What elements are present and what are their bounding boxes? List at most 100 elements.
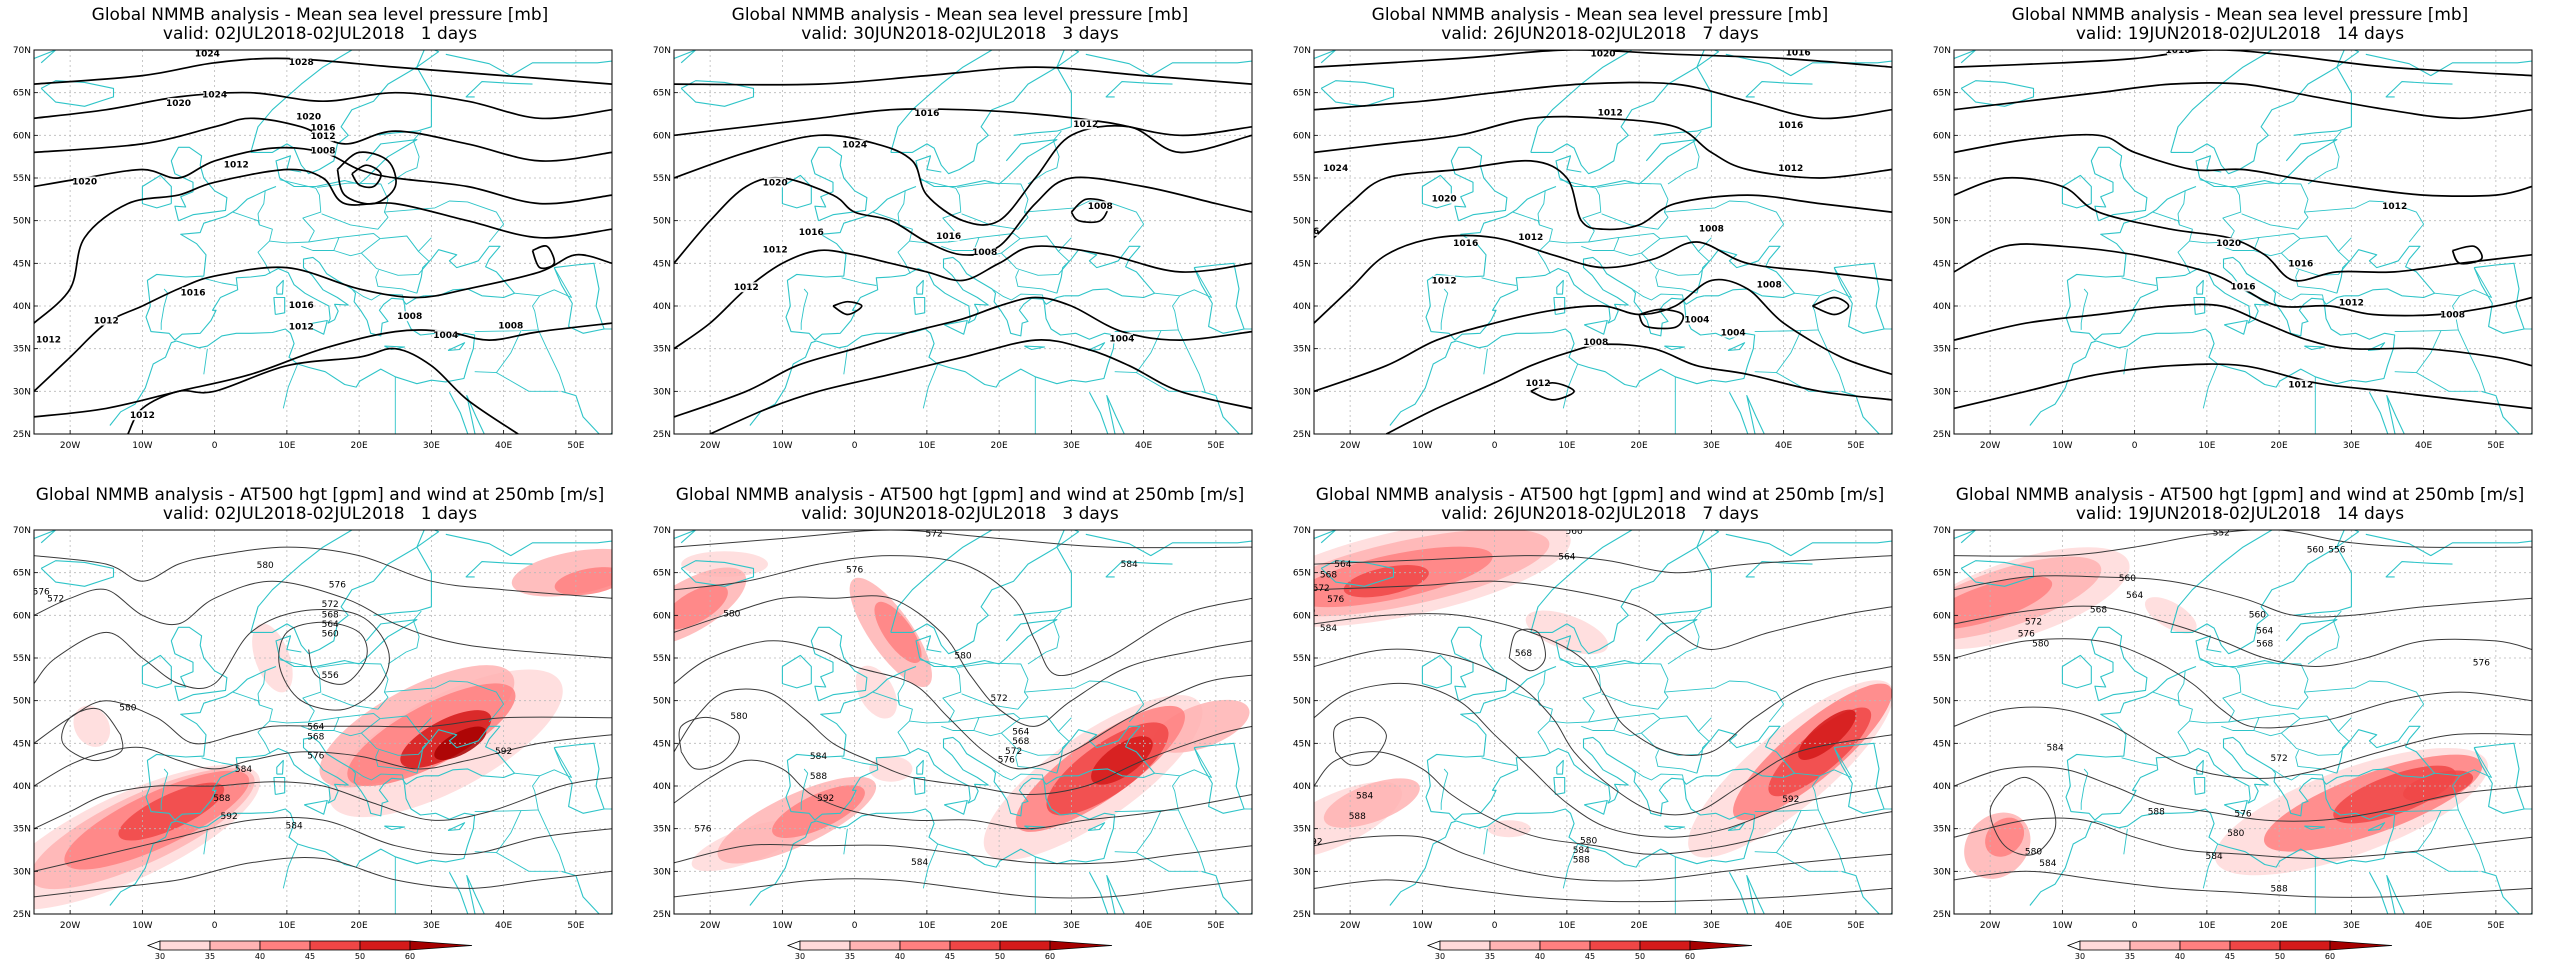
lon-tick-label: 0 [212,441,218,451]
map-area: 5725765845805765725765805805725645685725… [674,530,1252,914]
coastline [276,759,284,775]
lon-tick-label: 50E [1207,921,1224,931]
coastline [1425,665,1705,821]
contour-label: 584 [2206,852,2223,862]
border [514,267,572,298]
lat-tick-label: 65N [1293,89,1311,99]
coastline [2065,185,2345,341]
coastline [145,185,425,341]
border [160,288,169,330]
height-contour [1954,638,2532,729]
colorbar-extension-high [409,940,473,951]
map-frame [1313,529,1893,915]
lon-tick-label: 30E [1703,921,1720,931]
coastline [141,174,172,209]
colorbar-label: 45 [2225,952,2235,960]
lon-tick-label: 40E [1135,921,1152,931]
panel-title: Global NMMB analysis - Mean sea level pr… [2011,5,2469,25]
map-canvas: 1024102810161020102410201016101210081012… [13,46,613,451]
colorbar-label: 60 [2325,952,2335,960]
contour-label: 564 [1558,553,1575,563]
contour-label: 576 [2473,658,2490,668]
lat-tick-label: 65N [13,89,31,99]
contour-label: 568 [2256,640,2273,650]
coastline [2170,530,2360,655]
colorbar-label: 40 [2175,952,2185,960]
height-contour [34,580,612,659]
lat-tick-label: 50N [1293,217,1311,227]
coastline [1728,391,1765,434]
border [909,659,962,724]
height-contour [674,555,1252,677]
border [1015,750,1058,774]
colorbar-swatch [1539,940,1591,951]
map-frame [33,529,613,915]
coastline [2293,530,2352,616]
colorbar-label: 35 [2125,952,2135,960]
contour-label: 1016 [1778,121,1803,131]
contour-label: 1012 [1073,120,1098,130]
contour-label: 592 [1305,838,1322,848]
graticule [674,530,1252,914]
border [2121,277,2157,286]
border [1655,270,1698,294]
contour-label: 1020 [647,148,672,158]
border [1817,809,1846,872]
colorbar-label: 35 [845,952,855,960]
coastline [1056,245,1156,299]
coastline [384,345,406,351]
lon-tick-label: 50E [1847,441,1864,451]
lon-tick-label: 10W [2052,921,2072,931]
lon-tick-label: 20W [1340,441,1360,451]
axis-labels: 70N 65N 60N 55N 50N 45N 40N 35N 30N 25N 20W 10W 0 10E… [653,526,1225,931]
border [406,235,432,252]
border [360,235,430,276]
height-contour [34,700,612,745]
lon-tick-label: 30E [423,921,440,931]
isobar [1954,243,2532,317]
border [2189,659,2242,724]
coastline [34,530,57,544]
height-contour [1954,766,2532,822]
lon-tick-label: 10E [278,921,295,931]
wind-speed-area [400,710,492,769]
border [2121,757,2157,766]
wind-speed-area [1153,699,1250,753]
colorbar-extension-high [2329,940,2393,951]
coastline [2368,871,2405,914]
panel-z500: 5725765845805765725765805805725645685725… [640,480,1280,960]
colorbar-swatch [259,940,311,951]
border [2080,768,2089,810]
coastline [2365,53,2532,77]
coastline [2293,50,2352,136]
lon-tick-label: 20E [991,921,1008,931]
contour-label: 588 [2148,808,2165,818]
lat-tick-label: 55N [1933,174,1951,184]
colorbar: 30 35 40 45 50 60 [2066,940,2393,960]
coastline [1841,390,1892,434]
border [384,200,505,243]
border [1027,130,1062,185]
panel-mslp: 1024102810161020102410201016101210081012… [0,0,640,480]
height-contour [34,856,612,898]
height-contours [1314,555,1892,903]
lon-tick-label: 20W [60,441,80,451]
wind-speed-area [2403,770,2474,802]
graticule [1314,50,1892,434]
border [333,233,381,257]
wind-speed-area [1323,778,1420,828]
border [232,211,273,274]
coastline [447,342,466,351]
colorbar-swatch [2179,940,2231,951]
coastline [1105,561,1173,578]
map-frame [1313,49,1893,435]
coastline [1664,345,1686,351]
lon-tick-label: 50E [567,921,584,931]
border [317,182,389,230]
coastline [674,530,697,544]
coastline [2193,776,2206,796]
lat-tick-label: 40N [653,302,671,312]
coastline [2196,759,2204,775]
lat-tick-label: 70N [653,46,671,56]
